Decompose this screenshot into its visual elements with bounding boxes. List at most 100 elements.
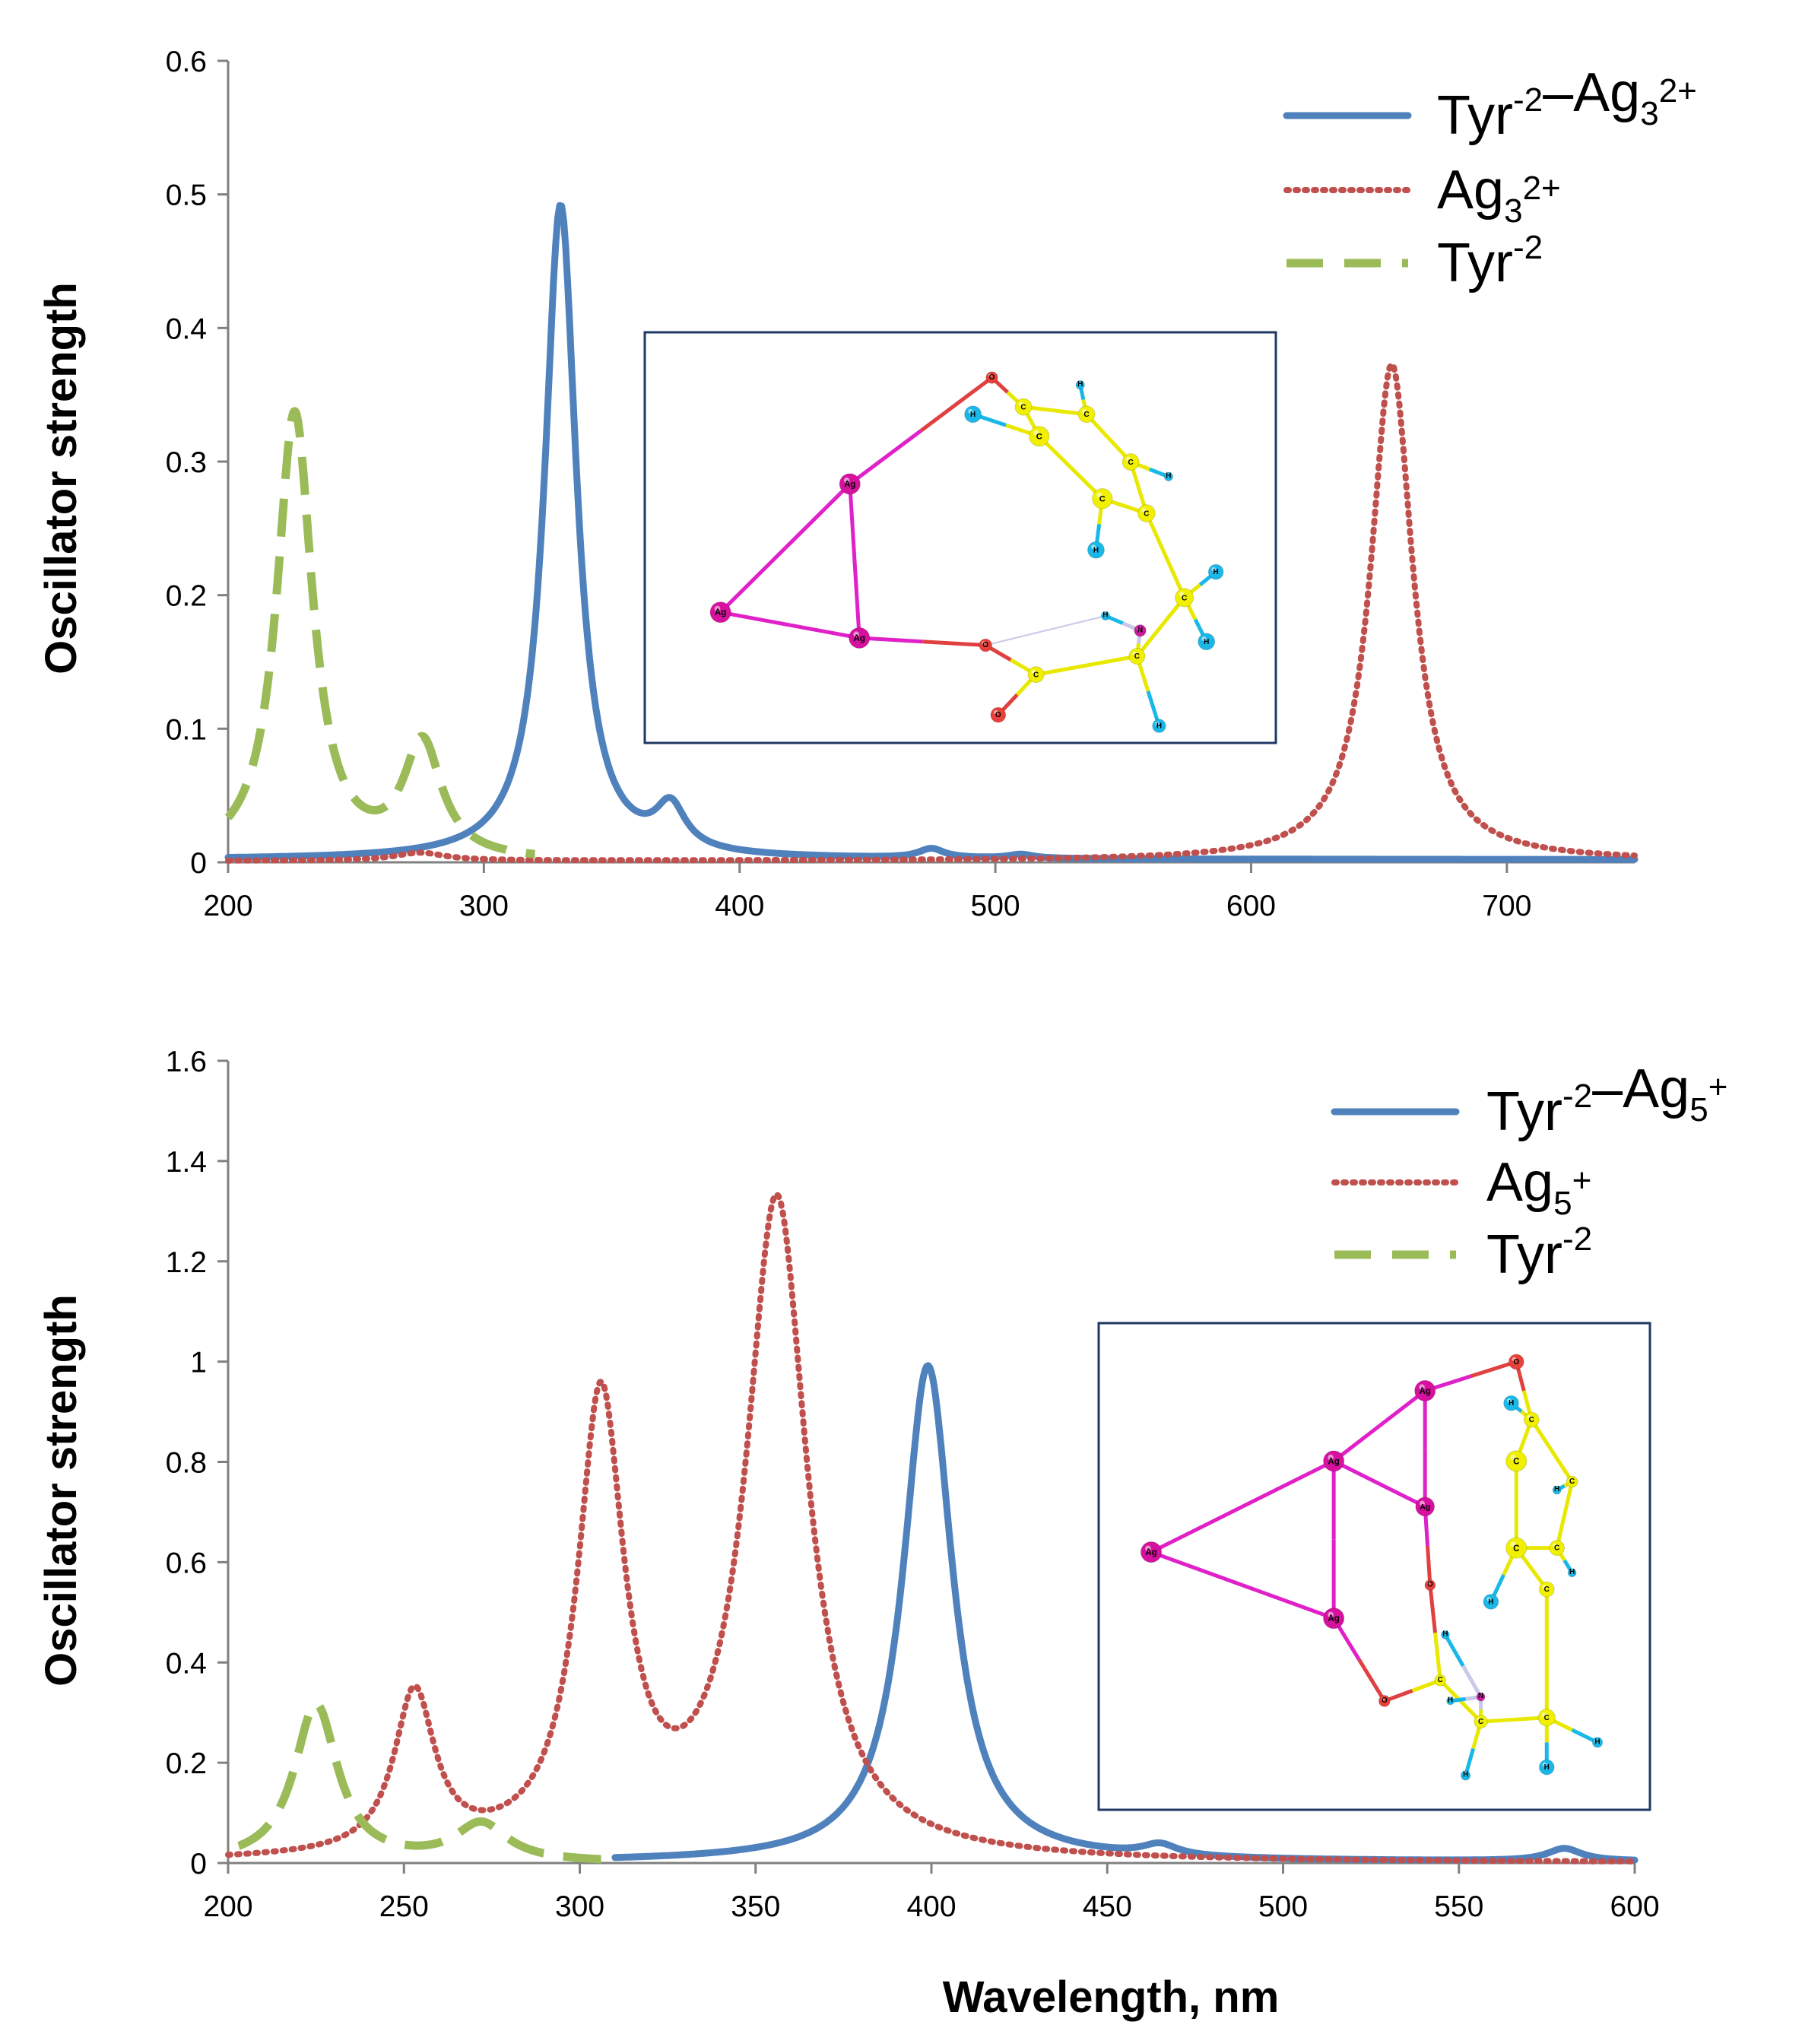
bond <box>1433 1632 1442 1681</box>
atom-o: O <box>979 638 993 652</box>
svg-text:O: O <box>995 711 1001 719</box>
x-tick-label: 600 <box>1226 890 1276 922</box>
series-line-solid <box>224 202 1639 863</box>
bond <box>919 376 993 433</box>
atom-c: C <box>1523 1411 1540 1428</box>
series-line-dashed <box>224 407 539 859</box>
svg-text:C: C <box>1182 594 1188 602</box>
atom-n: N <box>1134 624 1147 637</box>
svg-text:H: H <box>1509 1399 1514 1408</box>
svg-text:Ag: Ag <box>1328 1458 1339 1467</box>
svg-text:H: H <box>1594 1738 1600 1746</box>
svg-text:H: H <box>1488 1598 1493 1606</box>
atom-h: H <box>1567 1568 1577 1578</box>
svg-text:H: H <box>1544 1763 1550 1772</box>
atom-h: H <box>964 405 982 424</box>
svg-text:H: H <box>1102 611 1108 620</box>
atom-h: H <box>1440 1630 1450 1639</box>
x-tick-label: 400 <box>906 1890 956 1923</box>
svg-text:C: C <box>1544 1714 1550 1722</box>
y-tick-label: 0.6 <box>166 46 207 78</box>
svg-text:C: C <box>1529 1416 1534 1424</box>
bond <box>1045 615 1106 632</box>
atom-n: N <box>1476 1692 1486 1702</box>
svg-text:H: H <box>1093 546 1099 554</box>
atom-ag: Ag <box>1323 1608 1345 1630</box>
x-tick-label: 450 <box>1083 1890 1132 1923</box>
svg-text:C: C <box>1513 1544 1520 1554</box>
svg-text:O: O <box>1513 1358 1519 1366</box>
atom-c: C <box>1027 666 1045 684</box>
svg-text:N: N <box>1478 1692 1483 1700</box>
legend-label: Ag32+ <box>1437 160 1561 230</box>
atom-c: C <box>1128 648 1146 665</box>
atom-h: H <box>1152 719 1166 733</box>
bond <box>720 610 791 627</box>
atom-ag: Ag <box>1323 1450 1345 1472</box>
y-tick-label: 0.8 <box>166 1447 207 1480</box>
atom-h: H <box>1163 471 1174 481</box>
y-tick-label: 1 <box>190 1347 207 1379</box>
x-tick-label: 500 <box>971 890 1020 922</box>
atom-h: H <box>1483 1594 1499 1610</box>
svg-text:O: O <box>982 641 988 649</box>
bond <box>849 429 922 486</box>
atom-o: O <box>1378 1695 1391 1707</box>
atom-h: H <box>1538 1759 1555 1776</box>
svg-text:C: C <box>1036 433 1042 442</box>
bottom-xlabel: Wavelength, nm <box>943 1973 1280 2022</box>
bond <box>1443 1633 1465 1667</box>
series-line-dashed <box>235 1700 619 1865</box>
legend-label: Ag5+ <box>1486 1152 1591 1222</box>
atom-c: C <box>1175 588 1194 608</box>
atom-c: C <box>1537 1709 1556 1727</box>
svg-text:H: H <box>1442 1630 1448 1639</box>
x-tick-label: 500 <box>1258 1890 1308 1923</box>
atom-c: C <box>1505 1450 1528 1472</box>
svg-text:C: C <box>1569 1477 1575 1486</box>
y-tick-label: 0 <box>190 1848 207 1881</box>
x-tick-label: 700 <box>1482 890 1531 922</box>
bottom-chart-tyr-ag5: 0 0.2 0.4 0.6 0.8 1 1.2 1.4 1.6 200 250 300 350 400 45… <box>36 1046 1727 2022</box>
atom-h: H <box>1446 1696 1455 1706</box>
bond <box>783 482 852 550</box>
svg-text:Ag: Ag <box>1419 1387 1430 1396</box>
bond <box>1428 1585 1438 1633</box>
x-tick-label: 400 <box>715 890 764 922</box>
legend-label: Tyr-2 <box>1437 229 1543 294</box>
atom-ag: Ag <box>1414 1379 1436 1402</box>
series-line-dotted <box>225 1191 1638 1865</box>
svg-text:H: H <box>1463 1771 1468 1779</box>
svg-text:H: H <box>1448 1696 1453 1704</box>
svg-text:C: C <box>1083 411 1089 419</box>
atom-o: O <box>985 371 998 384</box>
bond <box>985 630 1046 646</box>
atom-ag: Ag <box>709 601 731 624</box>
y-tick-label: 1.6 <box>166 1046 207 1078</box>
top-chart-tyr-ag3: 0 0.1 0.2 0.3 0.4 0.5 0.6 200 300 400 500 600 700 Ty… <box>36 46 1697 922</box>
svg-text:C: C <box>1033 671 1039 679</box>
x-tick-label: 550 <box>1434 1890 1483 1923</box>
svg-text:O: O <box>1382 1696 1388 1705</box>
svg-text:C: C <box>1544 1585 1550 1594</box>
y-tick-label: 0.5 <box>166 179 207 212</box>
svg-text:C: C <box>1513 1458 1520 1467</box>
atom-c: C <box>1137 504 1156 522</box>
y-tick-label: 0.6 <box>166 1547 207 1579</box>
legend-label: Tyr-2–Ag5+ <box>1486 1058 1727 1142</box>
y-tick-label: 0.3 <box>166 446 207 479</box>
x-tick-label: 600 <box>1610 1890 1659 1923</box>
atom-h: H <box>1591 1737 1604 1748</box>
atom-o: O <box>1424 1579 1436 1592</box>
atom-c: C <box>1549 1540 1566 1557</box>
x-tick-label: 350 <box>731 1890 780 1923</box>
svg-text:O: O <box>1427 1581 1433 1589</box>
atom-h: H <box>1503 1395 1519 1411</box>
legend-label: Tyr-2–Ag32+ <box>1437 62 1697 146</box>
svg-text:C: C <box>1099 495 1106 504</box>
atom-c: C <box>1092 488 1113 509</box>
bond <box>1150 1550 1243 1587</box>
svg-text:O: O <box>989 373 995 382</box>
bond <box>1550 1449 1574 1484</box>
atom-c: C <box>1014 398 1033 416</box>
